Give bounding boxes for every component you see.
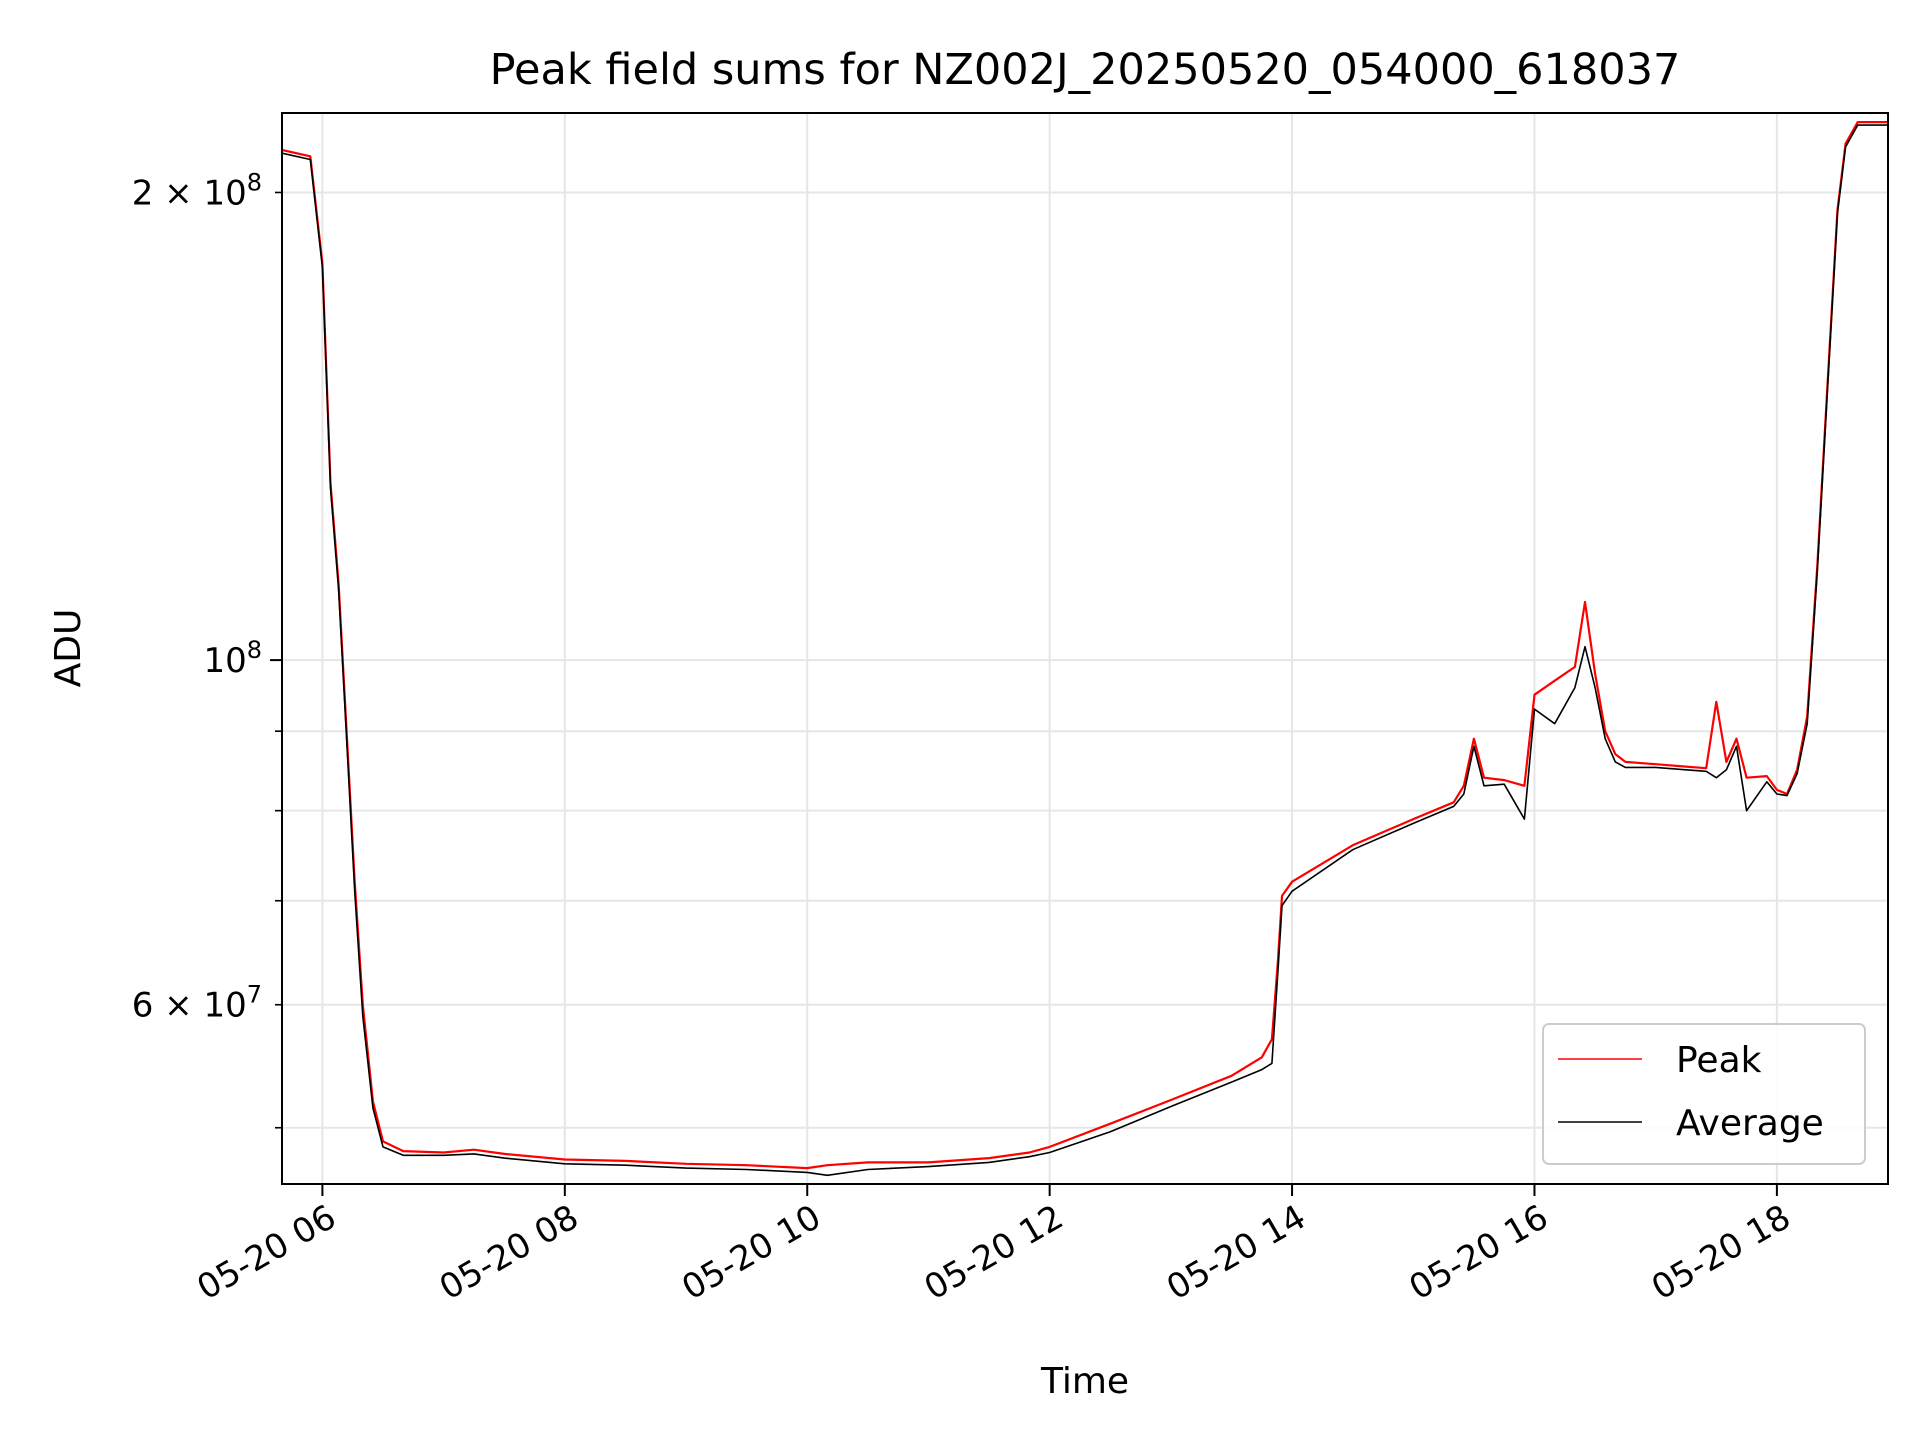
y-tick-label: 2 × 108 [132,168,262,213]
x-axis-ticks: 05-20 06 05-20 08 05-20 10 05-20 12 05-20 14… [191,1184,1797,1308]
x-tick-label: 05-20 14 [1160,1197,1312,1308]
x-axis-label: Time [1040,1361,1129,1402]
x-tick-label: 05-20 06 [191,1197,343,1308]
x-tick-label: 05-20 16 [1403,1197,1555,1308]
x-tick-label: 05-20 12 [918,1197,1070,1308]
plot-frame [281,112,1889,1185]
series-layer [282,120,1888,1177]
grid-lines [282,113,1888,1184]
series-line-average [282,124,1888,1177]
y-axis-label: ADU [48,609,89,688]
series-line-peak [282,120,1888,1170]
y-axis-ticks: 108 6 × 107 2 × 108 [132,168,282,1129]
chart-title: Peak field sums for NZ002J_20250520_0540… [490,45,1681,95]
y-tick-label: 108 [203,636,262,681]
x-tick-label: 05-20 18 [1645,1197,1797,1308]
y-tick-label: 6 × 107 [132,981,262,1026]
legend: Peak Average [1542,1023,1866,1165]
x-tick-label: 05-20 10 [675,1197,827,1308]
legend-average-label: Average [1676,1103,1824,1144]
legend-peak-label: Peak [1676,1040,1762,1081]
x-tick-label: 05-20 08 [433,1197,585,1308]
